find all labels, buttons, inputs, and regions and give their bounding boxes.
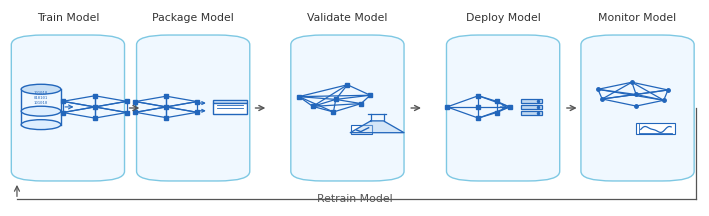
Text: 101010: 101010 <box>34 101 48 105</box>
Ellipse shape <box>21 120 61 130</box>
FancyBboxPatch shape <box>581 35 694 181</box>
FancyBboxPatch shape <box>351 125 372 133</box>
FancyBboxPatch shape <box>213 103 247 114</box>
FancyBboxPatch shape <box>521 98 542 103</box>
FancyBboxPatch shape <box>447 35 559 181</box>
Text: Retrain Model: Retrain Model <box>317 194 392 204</box>
Text: Monitor Model: Monitor Model <box>598 13 676 23</box>
FancyBboxPatch shape <box>636 123 675 134</box>
Text: Deploy Model: Deploy Model <box>466 13 540 23</box>
Text: Validate Model: Validate Model <box>307 13 388 23</box>
Text: Package Model: Package Model <box>152 13 234 23</box>
Text: 101010: 101010 <box>34 91 48 95</box>
FancyBboxPatch shape <box>521 105 542 109</box>
Ellipse shape <box>21 106 61 116</box>
Ellipse shape <box>21 84 61 94</box>
FancyBboxPatch shape <box>521 111 542 115</box>
FancyBboxPatch shape <box>213 100 247 103</box>
Polygon shape <box>350 121 404 133</box>
FancyBboxPatch shape <box>11 35 125 181</box>
Text: 010101: 010101 <box>34 96 48 100</box>
Text: Train Model: Train Model <box>37 13 99 23</box>
FancyBboxPatch shape <box>291 35 404 181</box>
FancyBboxPatch shape <box>137 35 250 181</box>
